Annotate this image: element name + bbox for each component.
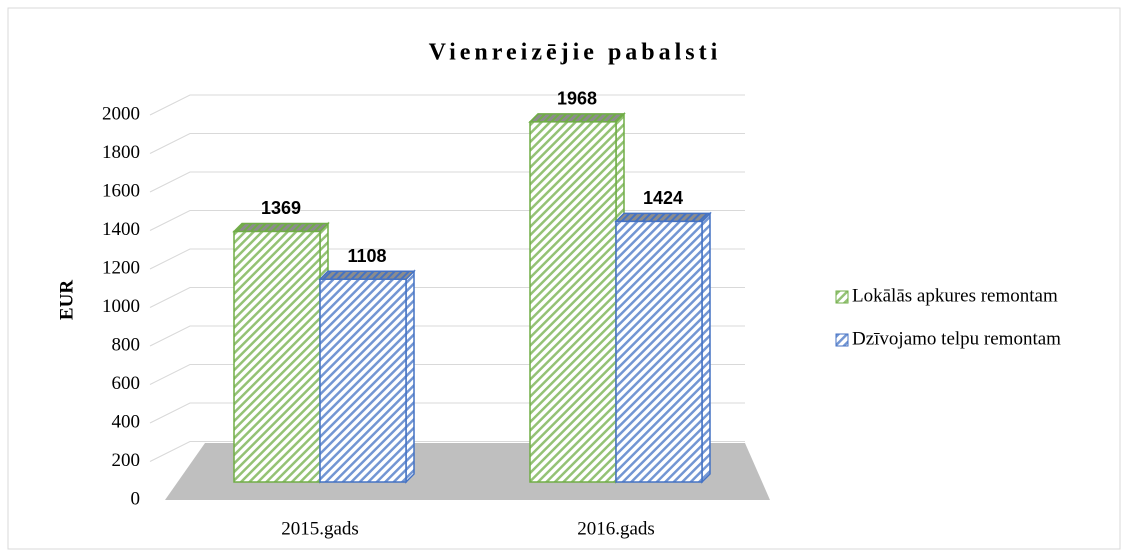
data-label: 1369 [261, 198, 301, 218]
y-tick-label: 1800 [102, 142, 140, 163]
bar-side [405, 269, 415, 484]
bar-side [701, 211, 711, 484]
y-tick-label: 1000 [102, 296, 140, 317]
y-axis-label: EUR [56, 280, 77, 320]
y-tick-label: 800 [112, 334, 141, 355]
legend-label: Dzīvojamo telpu remontam [852, 328, 1061, 349]
bar-top [614, 212, 712, 223]
y-tick-label: 1400 [102, 219, 140, 240]
bar [615, 220, 703, 483]
x-tick-label: 2016.gads [577, 518, 655, 539]
data-label: 1968 [557, 89, 597, 109]
legend-swatch [835, 333, 849, 347]
bar-top [232, 222, 330, 233]
y-tick-label: 1200 [102, 257, 140, 278]
y-tick-label: 400 [112, 411, 141, 432]
grid-line [149, 94, 745, 116]
data-label: 1108 [347, 246, 386, 266]
bar [529, 121, 617, 483]
y-tick-label: 2000 [102, 103, 140, 124]
chart-title: Vienreizējie pabalsti [429, 40, 722, 66]
y-tick-label: 600 [112, 373, 141, 394]
bar [319, 278, 407, 483]
data-label: 1424 [643, 188, 683, 208]
x-tick-label: 2015.gads [281, 518, 359, 539]
y-tick-label: 200 [112, 450, 141, 471]
bar [233, 230, 321, 483]
legend-label: Lokālās apkures remontam [852, 285, 1058, 306]
bar-top [528, 113, 626, 123]
y-tick-label: 0 [131, 488, 141, 509]
y-tick-label: 1600 [102, 180, 140, 201]
bar-top [318, 270, 416, 280]
legend-swatch [835, 290, 849, 304]
